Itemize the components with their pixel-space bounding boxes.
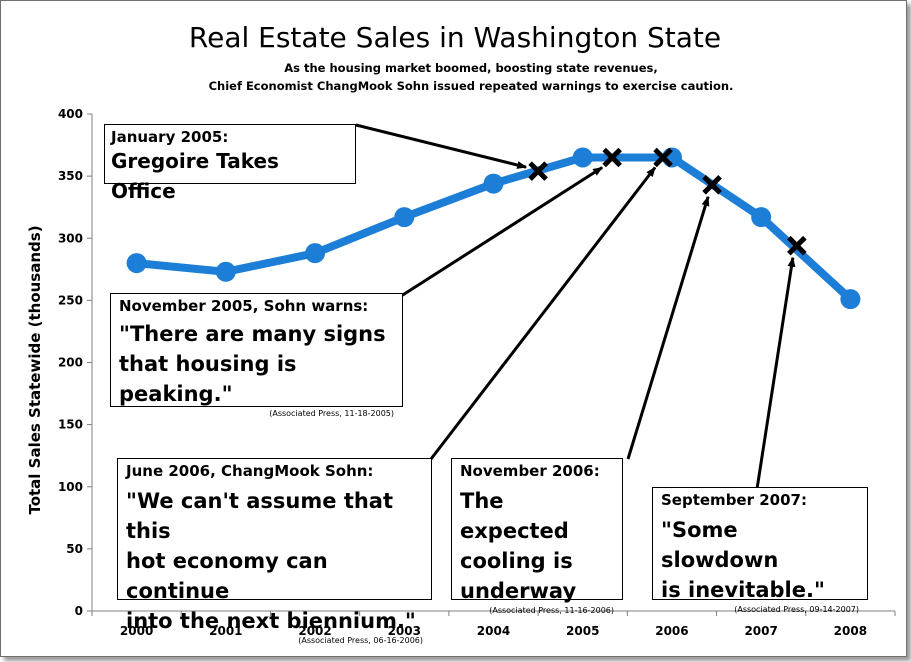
- y-tick-label: 200: [58, 356, 83, 370]
- annotation-november-2005: November 2005, Sohn warns: "There are ma…: [110, 293, 403, 418]
- x-tick-label: 2008: [834, 624, 867, 638]
- annotation-heading: June 2006, ChangMook Sohn:: [126, 462, 374, 480]
- data-point: [126, 253, 147, 274]
- x-tick-label: 2000: [120, 624, 153, 638]
- annotation-source: (Associated Press, 09-14-2007): [734, 605, 859, 614]
- chart-subtitle-line-2: Chief Economist ChangMook Sohn issued re…: [209, 79, 734, 93]
- x-tick-label: 2007: [744, 624, 777, 638]
- annotation-january-2005: January 2005: Gregoire Takes Office: [104, 124, 356, 203]
- chart-subtitle-line-1: As the housing market boomed, boosting s…: [284, 61, 658, 75]
- data-point: [483, 173, 504, 194]
- y-tick-label: 250: [58, 293, 83, 307]
- y-tick-label: 300: [58, 231, 83, 245]
- annotation-quote: "Some slowdown is inevitable.": [661, 518, 825, 602]
- annotation-quote: "We can't assume that this hot economy c…: [126, 489, 416, 633]
- y-tick-label: 100: [58, 480, 83, 494]
- x-tick-label: 2003: [388, 624, 421, 638]
- event-marker: [702, 175, 722, 195]
- annotation-arrow: [626, 195, 710, 460]
- annotation-november-2006: November 2006: The expected cooling is u…: [451, 458, 623, 615]
- annotation-quote: Gregoire Takes Office: [111, 149, 279, 203]
- annotation-quote: The expected cooling is underway: [460, 489, 577, 603]
- y-tick-label: 0: [75, 604, 83, 618]
- data-point: [572, 147, 593, 168]
- y-tick-label: 400: [58, 107, 83, 121]
- annotation-source: (Associated Press, 11-16-2006): [489, 606, 614, 615]
- annotation-source: (Associated Press, 06-16-2006): [298, 636, 423, 645]
- data-point: [305, 243, 326, 264]
- data-point: [840, 289, 861, 310]
- annotation-arrow: [755, 256, 796, 490]
- data-point: [751, 207, 772, 228]
- annotation-heading: November 2006:: [460, 462, 600, 480]
- data-point: [394, 207, 415, 228]
- annotation-september-2007: September 2007: "Some slowdown is inevit…: [652, 487, 868, 614]
- annotation-arrow: [355, 123, 528, 169]
- x-tick-label: 2006: [655, 624, 688, 638]
- x-tick-label: 2001: [209, 624, 242, 638]
- event-marker: [653, 147, 673, 168]
- y-axis-label: Total Sales Statewide (thousands): [26, 225, 44, 514]
- y-tick-label: 350: [58, 169, 83, 183]
- y-tick-label: 50: [66, 542, 83, 556]
- annotation-heading: September 2007:: [661, 491, 807, 509]
- y-tick-label: 150: [58, 418, 83, 432]
- annotation-heading: November 2005, Sohn warns:: [119, 297, 369, 315]
- event-marker: [528, 161, 548, 181]
- x-tick-label: 2004: [477, 624, 510, 638]
- x-tick-label: 2005: [566, 624, 599, 638]
- chart-title: Real Estate Sales in Washington State: [189, 21, 721, 54]
- annotation-source: (Associated Press, 11-18-2005): [269, 409, 394, 418]
- annotation-arrow: [429, 166, 657, 460]
- data-point: [215, 261, 236, 282]
- x-tick-label: 2002: [298, 624, 331, 638]
- event-marker: [602, 147, 622, 168]
- event-marker: [787, 235, 807, 256]
- annotation-arrow: [397, 166, 604, 300]
- annotation-quote: "There are many signs that housing is pe…: [119, 322, 386, 406]
- annotation-heading: January 2005:: [111, 128, 229, 146]
- annotation-june-2006: June 2006, ChangMook Sohn: "We can't ass…: [117, 458, 432, 645]
